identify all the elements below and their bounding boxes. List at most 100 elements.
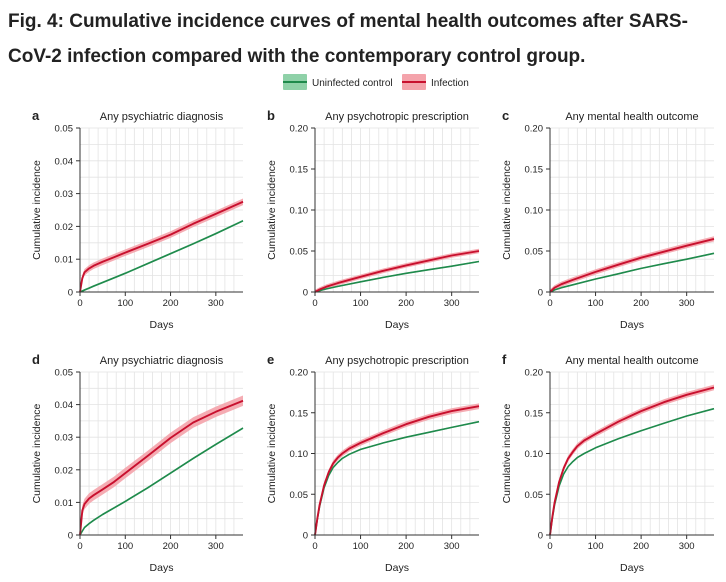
legend-item: Infection — [402, 74, 469, 90]
y-tick-label: 0.05 — [290, 490, 309, 501]
x-axis-label: Days — [385, 562, 409, 574]
chart-panel-f: f Any mental health outcome 0 0.05 0.10 0.15 0… — [501, 352, 715, 574]
panel-letter: c — [502, 108, 509, 123]
x-axis-label: Days — [620, 562, 644, 574]
y-axis-label: Cumulative incidence — [501, 160, 513, 260]
x-tick-label: 200 — [633, 298, 649, 309]
x-tick-label: 0 — [547, 541, 552, 552]
chart-panel-e: e Any psychotropic prescription 0 0.05 0.10 0… — [266, 352, 480, 574]
x-axis-label: Days — [385, 319, 409, 331]
series-line — [79, 200, 244, 293]
panel-title: Any psychiatric diagnosis — [100, 111, 224, 123]
x-tick-label: 300 — [208, 541, 224, 552]
chart-panel-d: d Any psychiatric diagnosis 0 0.01 0.02 0.03 0… — [31, 352, 244, 574]
y-tick-label: 0 — [303, 288, 308, 299]
confidence-band — [80, 395, 243, 535]
y-tick-label: 0.01 — [55, 498, 74, 509]
x-tick-label: 300 — [679, 298, 695, 309]
panel-letter: d — [32, 352, 40, 367]
y-tick-label: 0.05 — [525, 490, 544, 501]
y-tick-label: 0.10 — [525, 206, 544, 217]
legend-label: Infection — [431, 78, 469, 89]
x-axis-label: Days — [150, 562, 174, 574]
y-tick-label: 0.04 — [55, 400, 74, 411]
confidence-band — [315, 248, 479, 292]
x-tick-label: 0 — [77, 298, 82, 309]
y-axis-label: Cumulative incidence — [31, 403, 43, 503]
y-tick-label: 0 — [538, 288, 543, 299]
series-line — [79, 427, 244, 536]
y-tick-label: 0.02 — [55, 465, 74, 476]
y-tick-label: 0.04 — [55, 156, 74, 167]
y-tick-label: 0.15 — [290, 165, 309, 176]
legend-item: Uninfected control — [283, 74, 393, 90]
x-tick-label: 100 — [117, 541, 133, 552]
series-line — [314, 260, 480, 293]
panel-title: Any psychotropic prescription — [325, 111, 469, 123]
confidence-band — [80, 198, 243, 292]
x-tick-label: 100 — [117, 298, 133, 309]
y-tick-label: 0.20 — [525, 124, 544, 135]
y-tick-label: 0.03 — [55, 433, 74, 444]
x-tick-label: 200 — [163, 298, 179, 309]
x-tick-label: 100 — [353, 298, 369, 309]
y-axis-label: Cumulative incidence — [266, 160, 278, 260]
y-tick-label: 0.20 — [290, 368, 309, 379]
y-tick-label: 0.05 — [525, 247, 544, 258]
panel-letter: f — [502, 352, 507, 367]
legend-label: Uninfected control — [312, 78, 393, 89]
series-line — [549, 252, 715, 293]
x-tick-label: 300 — [679, 541, 695, 552]
panel-title: Any psychotropic prescription — [325, 355, 469, 367]
y-tick-label: 0.15 — [525, 165, 544, 176]
y-axis-label: Cumulative incidence — [266, 403, 278, 503]
y-tick-label: 0.05 — [290, 247, 309, 258]
x-tick-label: 200 — [398, 298, 414, 309]
series-line — [314, 250, 480, 293]
y-axis-label: Cumulative incidence — [31, 160, 43, 260]
y-tick-label: 0 — [538, 531, 543, 542]
x-tick-label: 200 — [398, 541, 414, 552]
x-tick-label: 0 — [77, 541, 82, 552]
x-tick-label: 100 — [353, 541, 369, 552]
y-tick-label: 0.02 — [55, 222, 74, 233]
x-axis-label: Days — [150, 319, 174, 331]
series-line — [549, 386, 715, 536]
panel-title: Any mental health outcome — [565, 111, 698, 123]
x-tick-label: 100 — [588, 541, 604, 552]
y-tick-label: 0.20 — [525, 368, 544, 379]
series-line — [79, 399, 244, 536]
y-tick-label: 0 — [68, 531, 73, 542]
y-tick-label: 0.15 — [525, 408, 544, 419]
chart-panel-b: b Any psychotropic prescription 0 0.05 0.10 0… — [266, 108, 480, 331]
panel-letter: e — [267, 352, 274, 367]
x-tick-label: 200 — [633, 541, 649, 552]
x-tick-label: 300 — [444, 541, 460, 552]
x-tick-label: 300 — [208, 298, 224, 309]
y-tick-label: 0.15 — [290, 408, 309, 419]
x-tick-label: 0 — [547, 298, 552, 309]
series-line — [79, 220, 244, 293]
panel-letter: b — [267, 108, 275, 123]
x-tick-label: 200 — [163, 541, 179, 552]
figure-title: Fig. 4: Cumulative incidence curves of m… — [8, 11, 688, 67]
y-tick-label: 0.10 — [290, 206, 309, 217]
y-tick-label: 0.01 — [55, 255, 74, 266]
chart-panel-c: c Any mental health outcome 0 0.05 0.10 0.15 0… — [501, 108, 715, 331]
y-tick-label: 0.05 — [55, 124, 74, 135]
chart-panel-a: a Any psychiatric diagnosis 0 0.01 0.02 0.03 0… — [31, 108, 244, 331]
confidence-band — [315, 403, 479, 535]
y-tick-label: 0.20 — [290, 124, 309, 135]
legend: Uninfected control Infection — [283, 74, 469, 90]
y-tick-label: 0.03 — [55, 189, 74, 200]
y-tick-label: 0 — [303, 531, 308, 542]
x-tick-label: 300 — [444, 298, 460, 309]
chart-panels: a Any psychiatric diagnosis 0 0.01 0.02 0.03 0… — [31, 108, 715, 574]
x-tick-label: 0 — [312, 541, 317, 552]
y-tick-label: 0 — [68, 288, 73, 299]
panel-title: Any psychiatric diagnosis — [100, 355, 224, 367]
panel-letter: a — [32, 108, 40, 123]
x-tick-label: 100 — [588, 298, 604, 309]
y-axis-label: Cumulative incidence — [501, 403, 513, 503]
